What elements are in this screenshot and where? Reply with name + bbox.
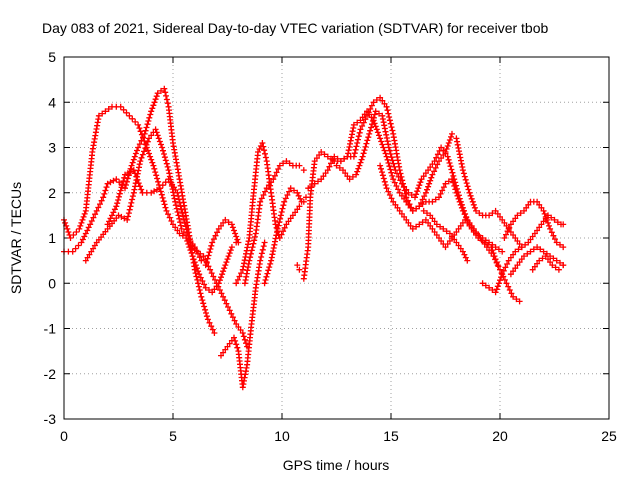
x-tick-label: 15 [383, 428, 399, 444]
y-tick-label: 3 [48, 140, 56, 156]
x-tick-label: 10 [274, 428, 290, 444]
series-arc-3 [82, 126, 242, 269]
series-arc-4 [104, 167, 251, 350]
y-axis-label: SDTVAR / TECUs [8, 182, 24, 294]
chart-title: Day 083 of 2021, Sidereal Day-to-day VTE… [42, 20, 549, 36]
y-tick-label: 5 [48, 49, 56, 65]
series-arc-5 [218, 239, 268, 391]
series-arc-14 [420, 207, 471, 264]
series-arc-9 [294, 262, 303, 273]
x-tick-label: 5 [169, 428, 177, 444]
x-axis-label: GPS time / hours [283, 457, 390, 473]
series-arc-1 [61, 103, 240, 296]
y-tick-label: -3 [44, 411, 57, 427]
y-tick-label: 2 [48, 185, 56, 201]
y-tick-label: -2 [44, 366, 57, 382]
series-arc-13 [377, 162, 501, 269]
y-tick-label: -1 [44, 321, 57, 337]
series-arc-10 [300, 108, 506, 282]
x-tick-label: 20 [492, 428, 508, 444]
series-arc-7 [241, 158, 307, 287]
series-arc-17 [507, 244, 567, 278]
data-series [61, 85, 567, 391]
series-arc-8 [261, 185, 309, 287]
x-tick-label: 25 [601, 428, 617, 444]
series-arc-15 [479, 212, 567, 296]
axis-ticks: 0 5 10 15 20 25 -3 -2 -1 0 1 2 3 4 5 [44, 49, 617, 444]
grid [64, 57, 609, 419]
plot-frame [63, 56, 610, 420]
x-tick-label: 0 [60, 428, 68, 444]
series-arc-18 [529, 253, 567, 273]
series-arc-16 [501, 198, 567, 251]
y-tick-label: 1 [48, 230, 56, 246]
y-tick-label: 4 [48, 94, 56, 110]
y-tick-label: 0 [48, 275, 56, 291]
series-arc-12 [333, 108, 523, 305]
